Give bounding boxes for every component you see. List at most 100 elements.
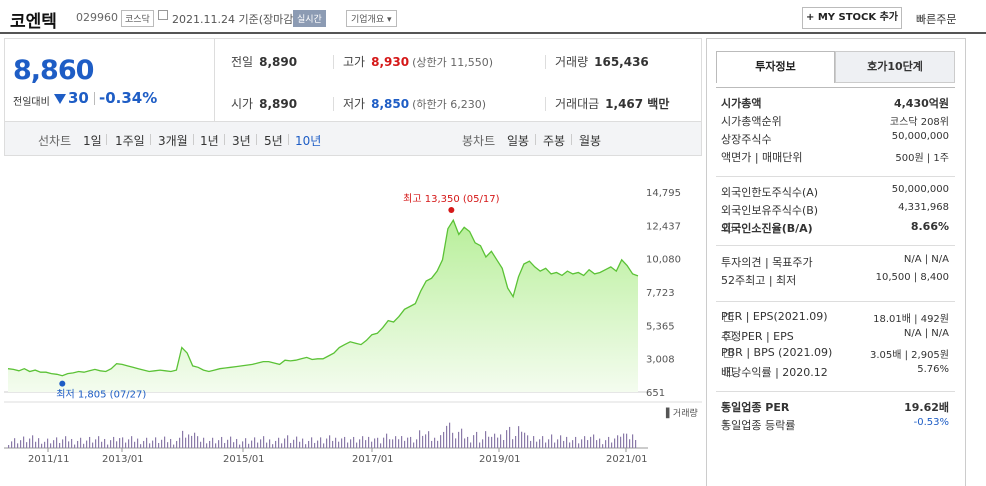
volume-bar	[254, 437, 256, 448]
help-icon[interactable]: ?	[724, 367, 733, 376]
tab-1w[interactable]: 1주일	[115, 134, 145, 148]
info-group-foreign: 외국인한도주식수(A) 50,000,000 외국인보유주식수(B) 4,331,9…	[716, 176, 955, 244]
arrow-right-icon[interactable]	[724, 419, 728, 425]
volume-bar	[455, 438, 457, 448]
realtime-button[interactable]: 실시간	[293, 10, 326, 27]
info-group-sector: 동일업종 PER 19.62배 동일업종 등락률 -0.53%	[716, 391, 955, 439]
company-overview-dropdown[interactable]: 기업개요 ▾	[346, 10, 397, 27]
info-group-valuation: PER | EPS(2021.09)? 18.01배 | 492원 추정PER |…	[716, 301, 955, 383]
volume-bar	[428, 431, 430, 448]
volume-bar	[317, 440, 319, 448]
tab-1y[interactable]: 1년	[200, 134, 219, 148]
volume-bar	[269, 439, 271, 448]
volume-bar	[218, 440, 220, 448]
volume-bar	[611, 442, 613, 448]
volume-bar	[566, 436, 568, 448]
info-row: 외국인보유주식수(B) 4,331,968	[721, 202, 949, 217]
volume-bar	[581, 439, 583, 448]
info-group-opinion: 투자의견 | 목표주가 N/A | N/A 52주최고 | 최저 10,500 | …	[716, 245, 955, 293]
volume-bar	[629, 439, 631, 448]
volume-bar	[344, 436, 346, 448]
volume-bar	[80, 437, 82, 448]
volume-bar	[398, 439, 400, 448]
volume-bar	[512, 439, 514, 448]
help-icon[interactable]: ?	[724, 313, 733, 322]
volume-bar	[569, 442, 571, 448]
volume-bar	[35, 441, 37, 448]
help-icon[interactable]: ?	[724, 223, 733, 232]
help-icon[interactable]: ?	[724, 331, 733, 340]
volume-bar	[314, 442, 316, 448]
info-row: 시가총액순위 코스닥 208위	[721, 115, 949, 128]
volume-bar	[59, 442, 61, 448]
volume-bar	[587, 440, 589, 448]
price-line	[7, 218, 639, 377]
volume-bar	[197, 436, 199, 448]
volume-bar	[20, 440, 22, 448]
volume-bar	[302, 438, 304, 448]
volume-bar	[410, 436, 412, 448]
x-tick-label: 2019/01	[479, 454, 521, 465]
volume-bar	[575, 436, 577, 448]
volume-bar	[452, 432, 454, 448]
volume-bar	[92, 442, 94, 448]
volume-bar	[191, 435, 193, 448]
change-percent: -0.34%	[93, 89, 158, 107]
stock-header: 코엔텍 029960 코스닥 2021.11.24 기준(장마감) 실시간 기업…	[0, 0, 986, 34]
tab-weekly[interactable]: 주봉	[543, 134, 566, 148]
volume-bar	[266, 442, 268, 448]
volume-bar	[230, 436, 232, 448]
volume-bar	[95, 439, 97, 448]
market-badge: 코스닥	[121, 10, 154, 27]
volume-bar	[389, 439, 391, 448]
tab-monthly[interactable]: 월봉	[579, 134, 602, 148]
volume-bar	[509, 426, 511, 448]
candle-chart-label[interactable]: 봉차트	[462, 134, 496, 148]
volume-bar	[224, 442, 226, 448]
volume-bar	[407, 437, 409, 448]
info-group-market: 시가총액 4,430억원 시가총액순위 코스닥 208위 상장주식수 50,000,0…	[716, 87, 955, 175]
arrow-right-icon[interactable]	[724, 401, 728, 407]
volume-bar	[275, 440, 277, 448]
line-chart-label[interactable]: 선차트	[38, 134, 72, 148]
volume-bar	[143, 440, 145, 448]
tab-daily[interactable]: 일봉	[507, 134, 530, 148]
y-tick-label: 12,437	[646, 221, 681, 232]
my-stock-add-button[interactable]: + MY STOCK 추가	[802, 7, 902, 29]
y-tick-label: 3,008	[646, 355, 675, 366]
volume-bar	[437, 440, 439, 448]
volume-bar	[233, 442, 235, 448]
volume-bar	[86, 440, 88, 448]
volume-bar	[521, 431, 523, 448]
tab-5y[interactable]: 5년	[264, 134, 283, 148]
volume-bar	[284, 438, 286, 448]
tab-1d[interactable]: 1일	[83, 134, 102, 148]
volume-bar	[401, 436, 403, 448]
volume-bar	[377, 437, 379, 448]
help-icon[interactable]: ?	[724, 349, 733, 358]
high-annotation: 최고 13,350 (05/17)	[403, 193, 499, 205]
x-tick-label: 2011/11	[28, 454, 70, 465]
y-tick-label: 14,795	[646, 188, 681, 199]
volume-bar	[383, 437, 385, 448]
x-tick-label: 2021/01	[606, 454, 648, 465]
tab-3y[interactable]: 3년	[232, 134, 251, 148]
volume-bar	[617, 435, 619, 448]
volume-bar	[620, 436, 622, 448]
volume-bar	[194, 432, 196, 448]
tab-order-book[interactable]: 호가10단계	[835, 51, 955, 83]
volume-bar	[530, 440, 532, 448]
volume-bar	[506, 430, 508, 448]
fast-order-link[interactable]: 빠른주문	[916, 13, 957, 26]
volume-bar	[152, 440, 154, 448]
tab-3m[interactable]: 3개월	[158, 134, 188, 148]
volume-bar	[539, 439, 541, 448]
volume-bar	[104, 438, 106, 448]
tab-10y[interactable]: 10년	[295, 134, 322, 148]
volume-bar	[101, 441, 103, 448]
volume-bar	[560, 435, 562, 448]
volume-bar	[350, 439, 352, 448]
tab-investment-info[interactable]: 투자정보	[716, 51, 835, 83]
volume-bar	[338, 441, 340, 448]
volume-bar	[371, 441, 373, 448]
